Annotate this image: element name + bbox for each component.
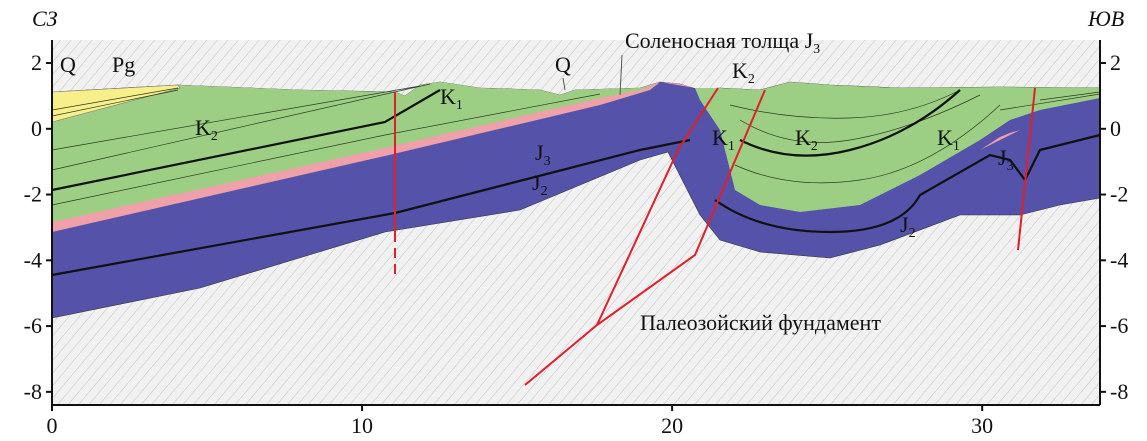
unit: K	[195, 115, 211, 140]
subscript: 1	[728, 139, 735, 154]
y-tick-label: -8	[1110, 379, 1128, 404]
subscript: 1	[456, 98, 463, 113]
unit: K	[937, 125, 953, 150]
y-tick-label: -4	[24, 247, 42, 272]
y-tick-label: -6	[24, 313, 42, 338]
y-tick-label: -6	[1110, 313, 1128, 338]
subscript: 2	[211, 129, 218, 144]
subscript: 2	[811, 139, 818, 154]
x-tick-label: 10	[351, 413, 373, 438]
y-tick-label: 2	[31, 50, 42, 75]
x-tick-label: 30	[971, 413, 993, 438]
subscript: 1	[953, 139, 960, 154]
subscript: 2	[748, 72, 755, 87]
unit-label: Q	[555, 52, 571, 77]
cross-section: СЗ ЮВ Q Pg K2 K1 J3 J2 Q Соленосная толщ…	[0, 0, 1147, 441]
unit: K	[732, 58, 748, 83]
x-tick-label: 0	[47, 413, 58, 438]
subscript: 2	[909, 226, 916, 241]
annotation-text: Соленосная толща J	[625, 28, 814, 53]
unit-label: Pg	[112, 52, 135, 77]
y-tick-label: 0	[31, 116, 42, 141]
y-tick-label: 2	[1110, 50, 1121, 75]
y-tick-label: -2	[24, 182, 42, 207]
y-tick-label: -4	[1110, 247, 1128, 272]
unit: K	[795, 125, 811, 150]
y-tick-label: 0	[1110, 116, 1121, 141]
unit: K	[712, 125, 728, 150]
unit-label: Q	[60, 52, 76, 77]
unit: K	[440, 84, 456, 109]
subscript: 3	[544, 154, 551, 169]
x-tick-label: 20	[661, 413, 683, 438]
direction-label: СЗ	[32, 6, 58, 31]
subscript: 3	[1007, 159, 1014, 174]
y-tick-label: -8	[24, 379, 42, 404]
y-tick-label: -2	[1110, 182, 1128, 207]
direction-label: ЮВ	[1087, 6, 1124, 31]
basement-label: Палеозойский фундамент	[640, 310, 881, 335]
layers	[52, 40, 1100, 405]
annotation: Соленосная толща J3	[625, 28, 820, 57]
subscript: 2	[541, 184, 548, 199]
subscript: 3	[813, 42, 820, 57]
